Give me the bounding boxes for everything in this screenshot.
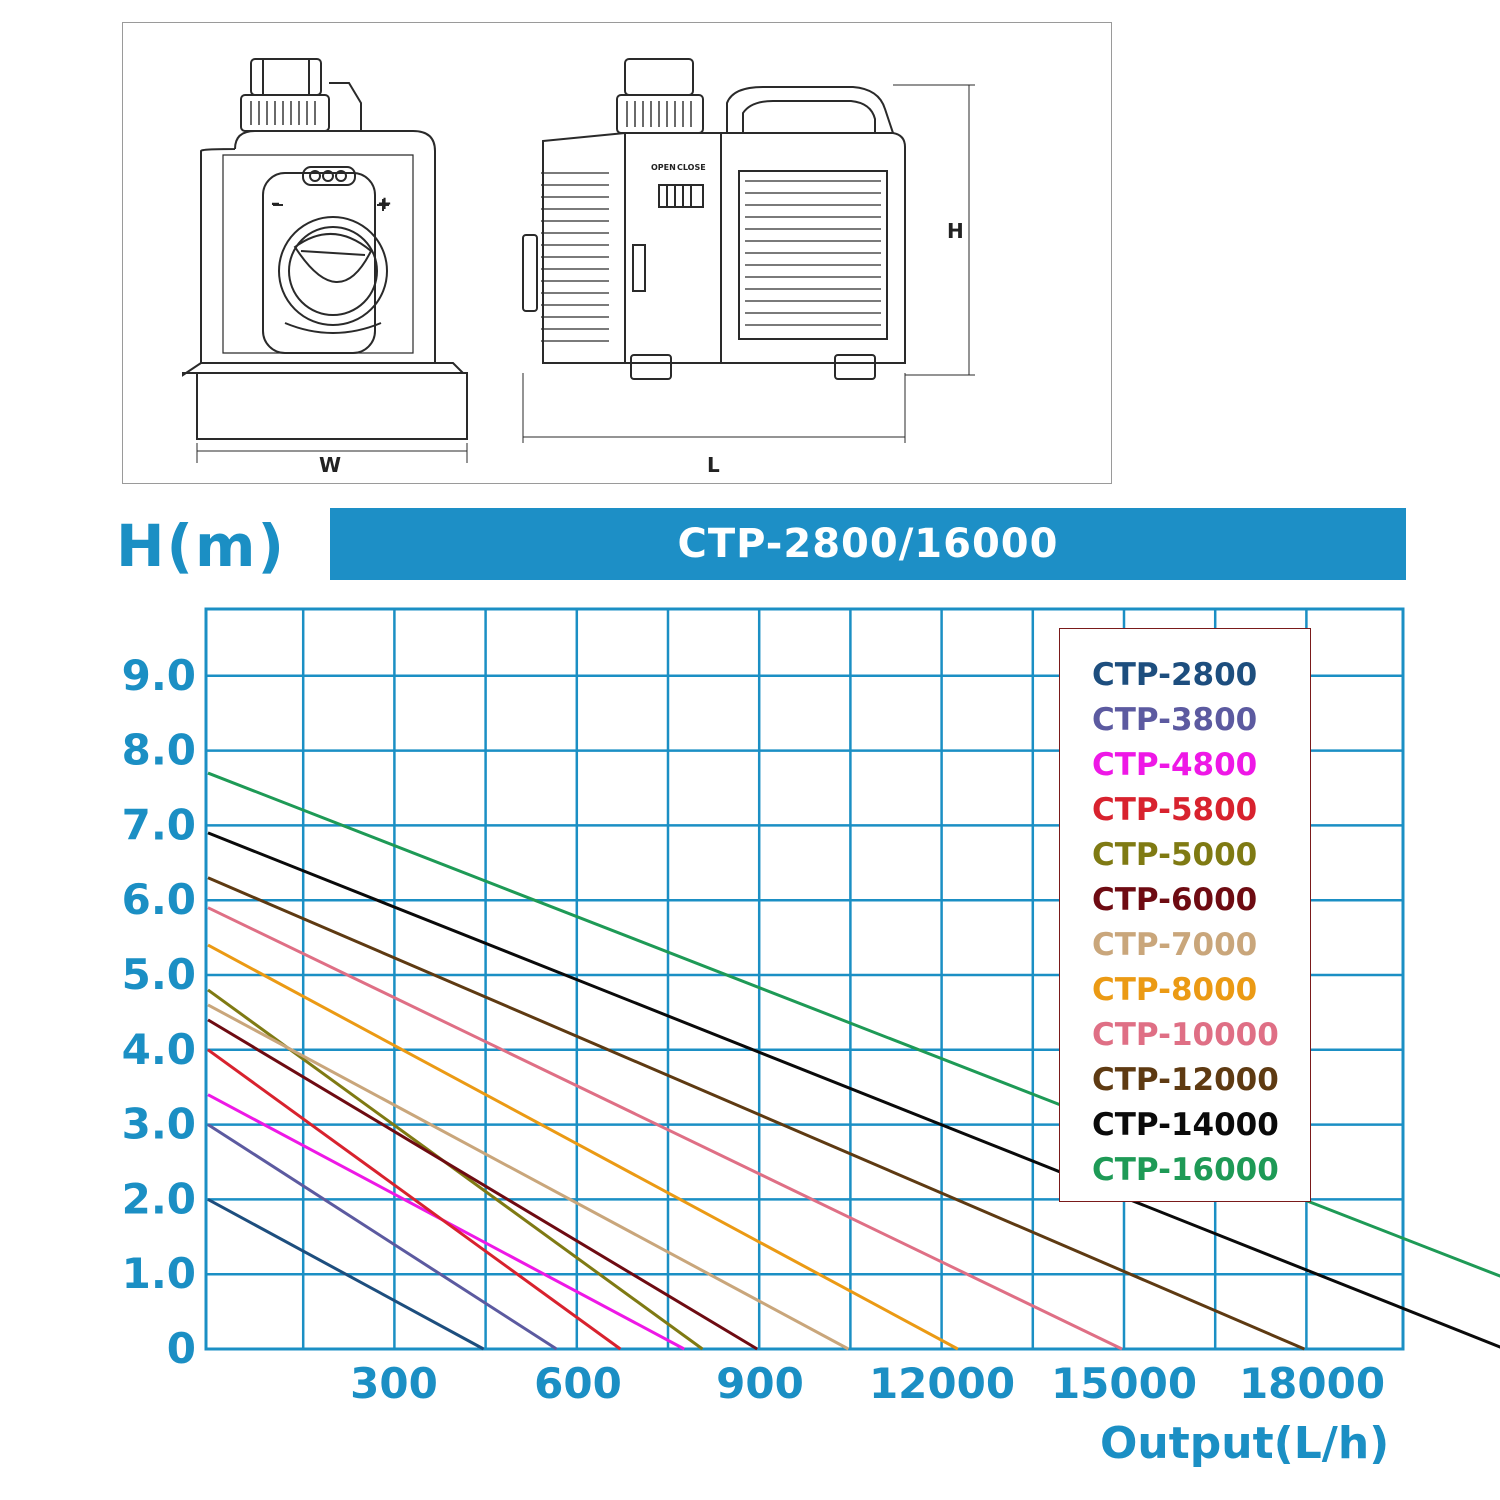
legend-item: CTP-7000 xyxy=(1092,927,1258,963)
pump-line-art xyxy=(182,58,975,463)
y-tick-label: 4.0 xyxy=(122,1025,196,1074)
height-label: H xyxy=(947,219,964,243)
series-line xyxy=(207,1123,558,1351)
y-tick-label: 2.0 xyxy=(122,1174,196,1223)
x-tick-label: 900 xyxy=(716,1359,804,1408)
chart-legend: CTP-2800 CTP-3800 CTP-4800 CTP-5800 CTP-5000… xyxy=(1059,628,1311,1202)
x-tick-label: 600 xyxy=(534,1359,622,1408)
minus-label: – xyxy=(271,193,280,214)
series-line xyxy=(207,1048,622,1351)
y-tick-label: 6.0 xyxy=(122,875,196,924)
series-line xyxy=(207,906,1123,1351)
series-line xyxy=(207,1003,850,1351)
series-line xyxy=(207,1018,758,1351)
pump-front-view xyxy=(182,58,468,463)
plus-label: + xyxy=(377,193,393,214)
y-tick-label: 8.0 xyxy=(122,726,196,775)
legend-item: CTP-2800 xyxy=(1092,657,1258,693)
chart-title-bar: CTP-2800/16000 xyxy=(330,508,1406,580)
series-line xyxy=(207,943,959,1351)
x-axis-label: Output(L/h) xyxy=(1100,1418,1390,1469)
legend-item: CTP-14000 xyxy=(1092,1107,1279,1143)
legend-item: CTP-16000 xyxy=(1092,1152,1279,1188)
y-tick-label: 1.0 xyxy=(122,1249,196,1298)
y-axis-label: H(m) xyxy=(116,512,286,580)
series-line xyxy=(207,831,1500,1349)
width-label: W xyxy=(319,453,342,477)
y-tick-label: 0 xyxy=(167,1324,196,1373)
legend-item: CTP-10000 xyxy=(1092,1017,1279,1053)
x-tick-label: 15000 xyxy=(1051,1359,1197,1408)
legend-item: CTP-5000 xyxy=(1092,837,1258,873)
y-tick-label: 5.0 xyxy=(122,950,196,999)
pump-side-view xyxy=(522,58,975,443)
series-line xyxy=(207,771,1500,1278)
legend-item: CTP-8000 xyxy=(1092,972,1258,1008)
chart-title: CTP-2800/16000 xyxy=(677,521,1059,567)
y-tick-label: 7.0 xyxy=(122,800,196,849)
legend-item: CTP-12000 xyxy=(1092,1062,1279,1098)
x-tick-label: 12000 xyxy=(869,1359,1015,1408)
switch-close-label: CLOSE xyxy=(677,163,706,172)
length-label: L xyxy=(707,453,720,477)
legend-item: CTP-4800 xyxy=(1092,747,1258,783)
y-tick-label: 3.0 xyxy=(122,1100,196,1149)
series-line xyxy=(207,876,1305,1351)
x-tick-label: 300 xyxy=(350,1359,438,1408)
legend-item: CTP-3800 xyxy=(1092,702,1258,738)
switch-open-label: OPEN xyxy=(651,163,676,172)
series-line xyxy=(207,1198,485,1351)
legend-item: CTP-6000 xyxy=(1092,882,1258,918)
pump-dimension-drawing: W L H OPEN CLOSE – + xyxy=(122,22,1112,484)
y-tick-label: 9.0 xyxy=(122,651,196,700)
legend-item: CTP-5800 xyxy=(1092,792,1258,828)
x-tick-label: 18000 xyxy=(1239,1359,1385,1408)
